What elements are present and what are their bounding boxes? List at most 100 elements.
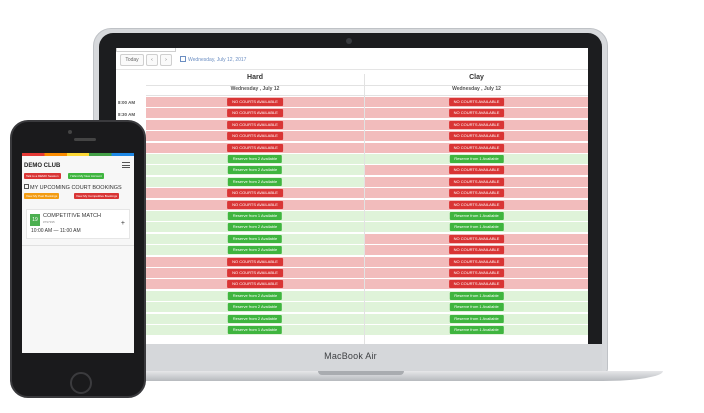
laptop-brand: MacBook Air [324, 351, 377, 361]
phone-speaker [74, 138, 96, 141]
brand-stripe [22, 153, 134, 156]
laptop-chin [99, 344, 602, 371]
no-courts-badge: NO COURTS AVAILABLE [227, 109, 283, 118]
slot-hard: NO COURTS AVAILABLE [146, 199, 364, 210]
reserve-button[interactable]: Reserve from 1 Available [227, 212, 283, 220]
slot-hard: Reserve from 2 Available [146, 222, 364, 233]
club-name: DEMO CLUB [24, 163, 61, 169]
column-divider [364, 74, 365, 344]
reserve-button[interactable]: Reserve from 2 Available [227, 314, 283, 323]
no-courts-badge: NO COURTS AVAILABLE [448, 189, 505, 198]
no-courts-badge: NO COURTS AVAILABLE [227, 143, 283, 152]
slot-hard: Reserve from 1 Available [146, 233, 364, 244]
next-day-button[interactable]: › [160, 54, 172, 66]
no-courts-badge: NO COURTS AVAILABLE [448, 246, 505, 255]
time-label: 8:00 AM [118, 100, 136, 105]
slot-clay: NO COURTS AVAILABLE [365, 97, 588, 107]
no-courts-badge: NO COURTS AVAILABLE [448, 132, 505, 141]
slot-clay: NO COURTS AVAILABLE [365, 142, 588, 153]
slot-clay: NO COURTS AVAILABLE [365, 268, 588, 278]
upcoming-bookings-label: MY UPCOMING COURT BOOKINGS [30, 185, 122, 191]
calendar-toolbar: Today ‹ › Wednesday, July 12, 2017 [116, 48, 588, 70]
slot-clay: NO COURTS AVAILABLE [365, 188, 588, 199]
reserve-button[interactable]: Reserve from 1 Available [227, 326, 283, 334]
slot-hard: Reserve from 2 Available [146, 165, 364, 176]
slot-hard: Reserve from 1 Available [146, 325, 364, 335]
no-courts-badge: NO COURTS AVAILABLE [448, 234, 505, 243]
slot-hard: Reserve from 2 Available [146, 245, 364, 256]
reserve-button[interactable]: Reserve from 2 Available [227, 303, 283, 312]
booking-subtitle: #797395 [43, 220, 55, 224]
hamburger-menu-icon[interactable] [122, 162, 130, 168]
no-courts-badge: NO COURTS AVAILABLE [448, 143, 505, 152]
slot-hard: Reserve from 2 Available [146, 313, 364, 324]
slot-clay: Reserve from 1 Available [365, 154, 588, 164]
no-courts-badge: NO COURTS AVAILABLE [448, 200, 505, 209]
reserve-button[interactable]: Reserve from 1 Available [449, 303, 504, 312]
expand-icon[interactable]: + [120, 220, 125, 227]
camera-icon [346, 38, 352, 44]
competitive-bookings-button[interactable]: View My Competitive Bookings [74, 193, 120, 199]
reserve-button[interactable]: Reserve from 2 Available [227, 166, 283, 175]
laptop-base [60, 371, 663, 381]
time-label: 8:30 AM [118, 112, 136, 117]
slot-clay: Reserve from 1 Available [365, 290, 588, 301]
booking-calendar: Today ‹ › Wednesday, July 12, 2017 Hard … [116, 48, 588, 344]
slot-hard: Reserve from 2 Available [146, 290, 364, 301]
current-date[interactable]: Wednesday, July 12, 2017 [188, 57, 247, 63]
slot-clay: NO COURTS AVAILABLE [365, 165, 588, 176]
slot-hard: NO COURTS AVAILABLE [146, 268, 364, 278]
booking-time: 10:00 AM — 11:00 AM [31, 228, 81, 234]
slot-clay: Reserve from 1 Available [365, 222, 588, 233]
reserve-button[interactable]: Reserve from 1 Available [449, 326, 504, 334]
slot-clay: Reserve from 1 Available [365, 211, 588, 221]
no-courts-badge: NO COURTS AVAILABLE [448, 120, 505, 129]
reserve-button[interactable]: Reserve from 1 Available [449, 212, 504, 220]
reserve-button[interactable]: Reserve from 2 Available [227, 246, 283, 255]
no-courts-badge: NO COURTS AVAILABLE [448, 280, 505, 289]
slot-hard: NO COURTS AVAILABLE [146, 279, 364, 290]
reserve-button[interactable]: Reserve from 1 Available [449, 155, 504, 163]
reserve-button[interactable]: Reserve from 1 Available [449, 314, 504, 323]
column-header-hard: Hard [146, 74, 364, 86]
laptop-notch [318, 371, 404, 375]
reserve-button[interactable]: Reserve from 1 Available [227, 234, 283, 243]
no-courts-badge: NO COURTS AVAILABLE [227, 98, 283, 106]
slot-hard: NO COURTS AVAILABLE [146, 108, 364, 119]
reserve-button[interactable]: Reserve from 1 Available [449, 291, 504, 300]
reserve-button[interactable]: Reserve from 2 Available [227, 291, 283, 300]
past-bookings-button[interactable]: View My Past Bookings [24, 193, 60, 199]
slot-hard: Reserve from 1 Available [146, 211, 364, 221]
booking-title: COMPETITIVE MATCH [43, 213, 101, 219]
no-courts-badge: NO COURTS AVAILABLE [448, 98, 505, 106]
slot-hard: NO COURTS AVAILABLE [146, 188, 364, 199]
reserve-button[interactable]: Reserve from 1 Available [449, 223, 504, 232]
home-button[interactable] [70, 372, 92, 394]
today-button[interactable]: Today [120, 54, 144, 66]
phone-camera-icon [68, 130, 72, 134]
slot-hard: Reserve from 2 Available [146, 302, 364, 313]
slot-clay: Reserve from 1 Available [365, 313, 588, 324]
no-courts-badge: NO COURTS AVAILABLE [227, 257, 283, 266]
booking-card[interactable]: 19 COMPETITIVE MATCH #797395 10:00 AM — … [26, 209, 130, 239]
toolbar-tab [116, 48, 176, 52]
slot-clay: NO COURTS AVAILABLE [365, 199, 588, 210]
demo-session-button[interactable]: Talk to a DEMO Session [24, 173, 61, 179]
prev-day-button[interactable]: ‹ [146, 54, 158, 66]
calendar-icon[interactable] [180, 56, 186, 62]
no-courts-badge: NO COURTS AVAILABLE [448, 177, 505, 186]
column-date-clay: Wednesday , July 12 [365, 86, 588, 96]
slot-clay: NO COURTS AVAILABLE [365, 245, 588, 256]
slot-hard: NO COURTS AVAILABLE [146, 97, 364, 107]
slot-clay: NO COURTS AVAILABLE [365, 279, 588, 290]
reserve-button[interactable]: Reserve from 2 Available [227, 177, 283, 186]
no-courts-badge: NO COURTS AVAILABLE [227, 280, 283, 289]
slot-hard: Reserve from 2 Available [146, 154, 364, 164]
no-courts-badge: NO COURTS AVAILABLE [227, 200, 283, 209]
reserve-button[interactable]: Reserve from 2 Available [227, 223, 283, 232]
slot-clay: Reserve from 1 Available [365, 302, 588, 313]
slot-clay: NO COURTS AVAILABLE [365, 119, 588, 130]
new-account-button[interactable]: I Want My New Account [68, 173, 104, 179]
reserve-button[interactable]: Reserve from 2 Available [227, 155, 283, 163]
